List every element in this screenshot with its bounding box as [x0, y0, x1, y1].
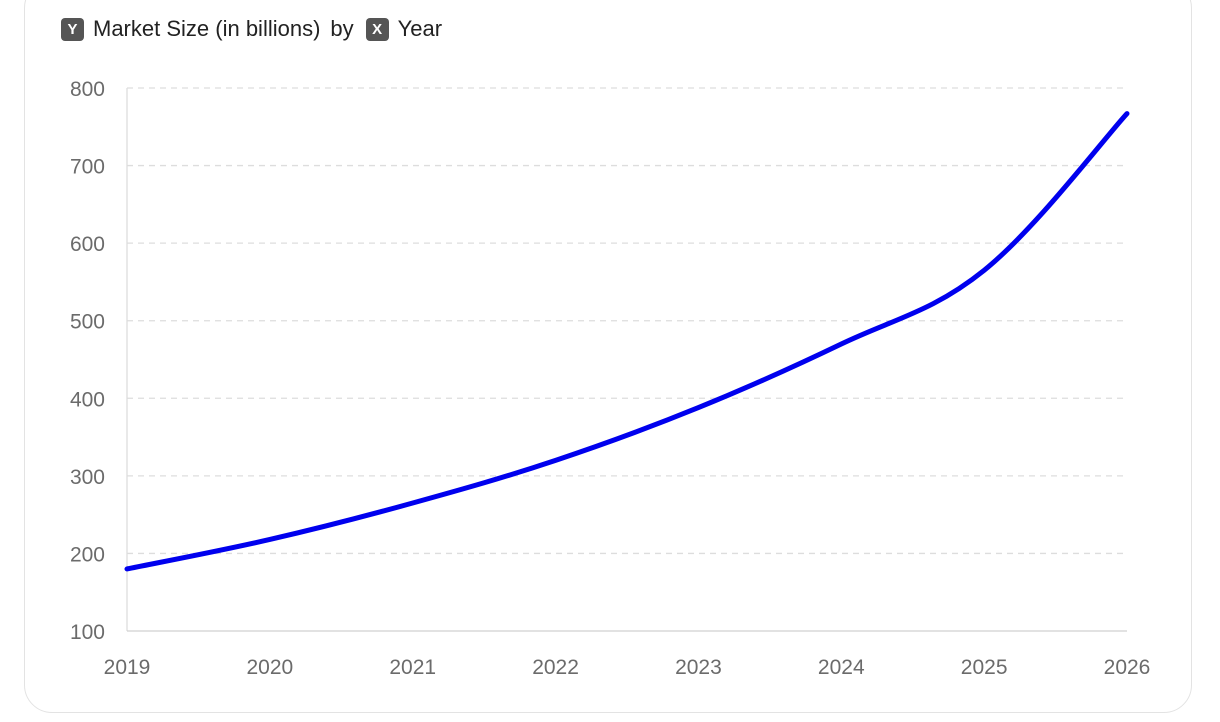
y-tick-label-200: 200: [70, 543, 105, 566]
axes: [126, 88, 1127, 632]
y-axis-legend-label: Market Size (in billions): [93, 16, 321, 41]
legend-by-text: by: [330, 16, 354, 41]
grid-lines: [127, 87, 1127, 555]
x-tick-label-2020: 2020: [246, 656, 293, 679]
y-tick-label-400: 400: [70, 388, 105, 411]
x-tick-label-2022: 2022: [532, 656, 579, 679]
x-tick-label-2021: 2021: [389, 656, 436, 679]
x-tick-labels: 2019 2020 2021 2022 2023 2024 2025 2026: [104, 656, 1151, 679]
y-axis-key-badge: Y: [61, 17, 84, 41]
chart-legend: Y Market Size (in billions) by X Year: [61, 14, 442, 44]
y-tick-label-700: 700: [70, 156, 105, 179]
y-tick-label-300: 300: [70, 466, 105, 489]
y-tick-label-500: 500: [70, 311, 105, 334]
series-lines: [124, 111, 1130, 572]
x-tick-label-2023: 2023: [675, 656, 722, 679]
chart-card: [24, 0, 1192, 713]
y-tick-label-800: 800: [70, 78, 105, 101]
x-tick-label-2019: 2019: [104, 656, 151, 679]
y-tick-labels: 100 200 300 400 500 600 700 800: [70, 78, 105, 644]
x-tick-label-2024: 2024: [818, 656, 865, 679]
x-axis-key-badge: X: [365, 17, 389, 41]
y-tick-label-600: 600: [70, 233, 105, 256]
y-tick-label-100: 100: [70, 621, 105, 644]
x-tick-label-2026: 2026: [1104, 656, 1151, 679]
series-line-0: [124, 111, 1130, 572]
x-tick-label-2025: 2025: [961, 656, 1008, 679]
x-axis-legend-label: Year: [397, 16, 443, 41]
